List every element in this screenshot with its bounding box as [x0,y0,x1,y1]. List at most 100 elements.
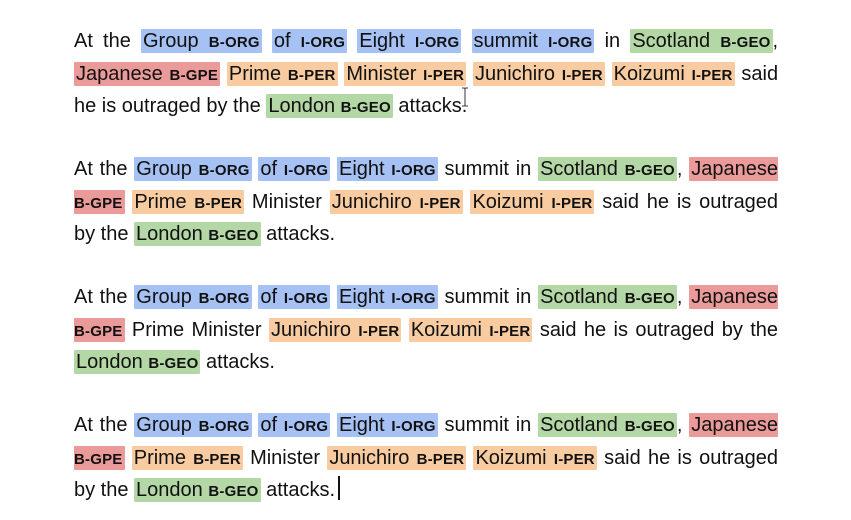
entity-word: summit [473,30,538,52]
entity-word: London [136,479,203,501]
entity-word: Scotland [540,158,618,180]
entity-tag-label: I-ORG [391,290,436,307]
entity-word: Eight [339,286,385,308]
entity-word: Junichiro [270,318,352,341]
entity-word: Japanese [691,158,778,180]
plain-text: attacks. [266,223,336,245]
plain-text: Minister [250,446,321,469]
entity-tag-label: I-ORG [415,34,460,51]
entity-highlight-per: Prime B-PER [226,61,338,86]
entity-tag-label: B-ORG [208,34,260,51]
plain-text: said he is outraged by the [74,62,779,118]
plain-text: attacks. [206,351,275,373]
entity-word: Junichiro [331,190,412,213]
annotated-paragraph: At the Group B-ORG of I-ORG Eight I-ORG … [74,410,778,508]
entity-word: London [76,351,143,373]
entity-tag-label: I-ORG [391,162,436,179]
plain-text: summit in [444,158,532,180]
annotated-document: At the Group B-ORG of I-ORG Eight I-ORG … [74,26,778,508]
entity-highlight-per: Koizumi I-PER [473,445,597,470]
plain-text: At the [74,414,128,436]
entity-tag-label: I-PER [553,450,595,468]
plain-text: summit in [444,414,532,436]
plain-text: attacks. [398,95,468,117]
entity-highlight-geo: London B-GEO [134,222,261,246]
entity-word: Koizumi [613,62,685,85]
entity-word: Koizumi [410,318,482,341]
entity-word: Junichiro [474,62,556,85]
entity-tag-label: I-PER [551,194,593,212]
entity-tag-label: B-GEO [624,162,675,179]
plain-text: attacks. [266,479,336,501]
entity-word: of [260,158,278,180]
entity-highlight-org: Eight I-ORG [337,285,438,309]
entity-word: Group [136,286,192,308]
entity-word: Prime [228,62,282,85]
entity-word: of [260,414,278,436]
entity-tag-label: B-GEO [720,34,771,51]
entity-word: Koizumi [472,190,544,213]
entity-tag-label: I-ORG [300,34,346,51]
plain-text: Minister [251,190,322,213]
entity-highlight-org: Group B-ORG [141,29,262,53]
entity-tag-label: B-GPE [74,194,123,212]
entity-word: Group [143,30,199,52]
entity-highlight-geo: London B-GEO [74,350,201,374]
entity-tag-label: I-ORG [391,418,436,435]
entity-word: of [260,286,278,308]
entity-highlight-per: Junichiro I-PER [268,317,402,342]
entity-tag-label: B-GEO [624,418,675,435]
entity-word: Eight [339,414,385,436]
entity-word: Japanese [691,286,778,308]
plain-text: said he is outraged by the [74,446,779,502]
entity-tag-label: I-PER [419,194,461,212]
entity-highlight-org: Eight I-ORG [357,29,462,53]
entity-word: London [136,223,203,245]
punctuation: , [772,30,779,52]
entity-highlight-geo: Scotland B-GEO [538,413,677,437]
entity-tag-label: I-PER [423,66,465,84]
entity-word: Japanese [691,414,778,436]
entity-word: Group [136,414,192,436]
entity-word: of [273,30,291,52]
entity-highlight-org: Eight I-ORG [337,413,438,437]
entity-word: Group [136,158,192,180]
entity-word: Prime [133,446,186,469]
annotated-paragraph: At the Group B-ORG of I-ORG Eight I-ORG … [74,26,778,124]
entity-highlight-per: Junichiro I-PER [472,61,605,86]
entity-highlight-org: Eight I-ORG [337,157,438,181]
punctuation: , [676,286,683,308]
entity-tag-label: B-PER [416,450,465,468]
entity-highlight-per: Koizumi I-PER [470,189,595,214]
entity-word: Eight [339,158,385,180]
entity-word: Scotland [632,30,711,52]
annotated-paragraph: At the Group B-ORG of I-ORG Eight I-ORG … [74,154,778,252]
entity-tag-label: B-ORG [198,418,250,435]
plain-text: At the [74,286,128,308]
entity-word: Prime [134,190,187,213]
plain-text: said he is outraged by the [539,318,779,341]
entity-highlight-geo: London B-GEO [266,94,393,118]
entity-highlight-geo: Scotland B-GEO [538,157,677,181]
entity-tag-label: B-GEO [340,99,391,116]
plain-text: At the [74,158,128,180]
entity-word: London [268,95,336,117]
entity-tag-label: I-ORG [283,162,329,179]
plain-text: in [604,30,621,52]
entity-highlight-per: Junichiro I-PER [329,189,463,214]
entity-highlight-gpe: Japanese B-GPE [74,61,221,86]
entity-tag-label: B-GPE [74,450,123,468]
entity-tag-label: B-PER [193,450,241,468]
entity-highlight-org: Group B-ORG [134,413,252,437]
entity-word: Japanese [76,62,163,85]
entity-highlight-per: Prime B-PER [132,189,245,214]
entity-highlight-org: Group B-ORG [134,285,252,309]
plain-text: Prime Minister [131,318,262,341]
entity-word: Scotland [540,286,618,308]
entity-tag-label: B-ORG [198,162,250,179]
paragraph-list: At the Group B-ORG of I-ORG Eight I-ORG … [74,26,778,508]
entity-highlight-org: of I-ORG [271,29,348,53]
entity-word: Koizumi [475,446,547,469]
entity-highlight-per: Koizumi I-PER [611,61,735,86]
entity-tag-label: B-PER [287,66,336,84]
